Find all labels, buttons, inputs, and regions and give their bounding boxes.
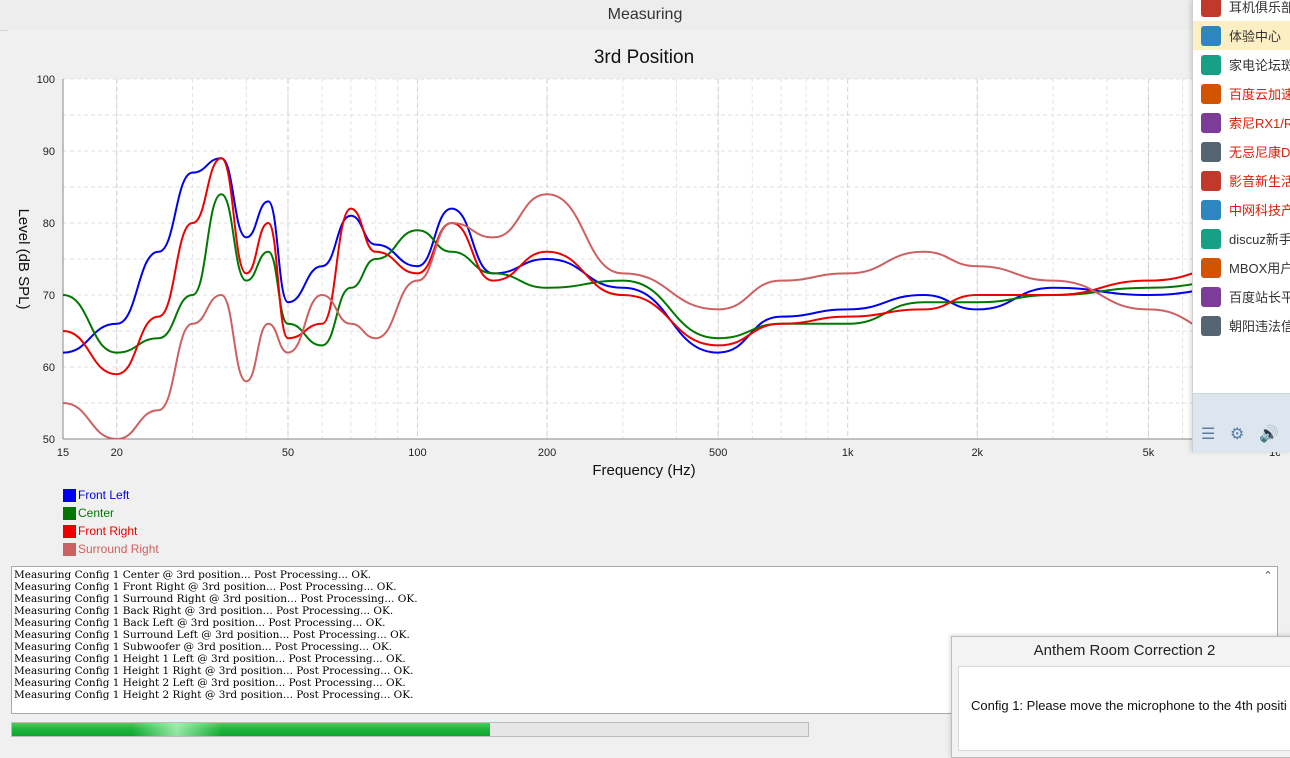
x-tick-label: 50: [282, 447, 294, 459]
dialog-title: Anthem Room Correction 2: [1033, 642, 1216, 659]
log-line: Measuring Config 1 Back Right @ 3rd posi…: [14, 605, 394, 617]
log-line: Measuring Config 1 Front Right @ 3rd pos…: [14, 581, 397, 593]
sidebar-group-item[interactable]: 影音新生活: [1193, 166, 1290, 195]
gear-icon[interactable]: ⚙: [1230, 426, 1245, 443]
y-tick-label: 50: [43, 434, 55, 446]
sidebar-group-label: 无忌尼康D4: [1229, 145, 1290, 160]
x-tick-label: 500: [709, 447, 727, 459]
x-tick-label: 200: [538, 447, 556, 459]
group-icon: [1201, 170, 1221, 191]
sidebar-group-item[interactable]: 朝阳违法信: [1193, 311, 1290, 340]
sidebar-group-label: 百度云加速: [1229, 87, 1290, 102]
sidebar-group-item[interactable]: 索尼RX1/RX: [1193, 108, 1290, 137]
chart-title: 3rd Position: [594, 47, 694, 68]
log-line: Measuring Config 1 Center @ 3rd position…: [14, 569, 372, 581]
sidebar-group-label: 体验中心: [1229, 29, 1282, 44]
group-icon: [1201, 0, 1221, 17]
legend-swatch: [63, 506, 76, 520]
sidebar-group-item[interactable]: 体验中心: [1193, 21, 1290, 50]
x-tick-label: 2k: [971, 447, 983, 459]
group-icon: [1201, 25, 1221, 46]
progress-fill: [12, 723, 490, 736]
x-tick-label: 15: [57, 447, 69, 459]
sidebar-toolbar: ☰ ⚙ 🔊: [1193, 393, 1290, 452]
legend-item: Front Left: [63, 486, 159, 504]
log-line: Measuring Config 1 Surround Left @ 3rd p…: [14, 629, 410, 641]
y-tick-label: 70: [43, 290, 55, 302]
y-tick-label: 100: [37, 74, 55, 86]
series-line-surround-right: [63, 193, 1278, 439]
log-text: Measuring Config 1 Center @ 3rd position…: [12, 567, 1277, 703]
sidebar-group-label: 索尼RX1/RX: [1229, 116, 1290, 131]
x-tick-label: 1k: [842, 447, 854, 459]
group-icon: [1201, 83, 1221, 104]
sidebar-group-item[interactable]: 耳机俱乐部: [1193, 0, 1290, 21]
sidebar-group-label: 家电论坛斑: [1229, 58, 1290, 73]
sidebar-group-label: 百度站长平: [1229, 290, 1290, 305]
legend-label: Surround Right: [78, 542, 159, 556]
sidebar-group-item[interactable]: 百度站长平: [1193, 282, 1290, 311]
group-icon: [1201, 315, 1221, 336]
group-icon: [1201, 228, 1221, 249]
log-line: Measuring Config 1 Height 2 Right @ 3rd …: [14, 689, 414, 701]
group-icon: [1201, 54, 1221, 75]
log-line: Measuring Config 1 Surround Right @ 3rd …: [14, 593, 418, 605]
sidebar-group-label: discuz新手专: [1229, 232, 1290, 247]
anthem-dialog: Anthem Room Correction 2 Config 1: Pleas…: [951, 636, 1290, 758]
scroll-up-arrow-icon[interactable]: ⌃: [1263, 570, 1273, 582]
sidebar-group-label: MBOX用户群: [1229, 261, 1290, 276]
legend-swatch: [63, 524, 76, 538]
window-title: Measuring: [0, 0, 1290, 31]
sidebar-group-label: 朝阳违法信: [1229, 319, 1290, 334]
log-line: Measuring Config 1 Height 2 Left @ 3rd p…: [14, 677, 406, 689]
log-line: Measuring Config 1 Height 1 Right @ 3rd …: [14, 665, 414, 677]
series-line-center: [63, 193, 1278, 354]
sidebar-group-item[interactable]: 中网科技产: [1193, 195, 1290, 224]
chart-legend: Front Left Center Front Right Surround Righ…: [63, 486, 159, 558]
plot-area: [63, 79, 1278, 439]
dialog-message: Config 1: Please move the microphone to …: [958, 666, 1290, 751]
speaker-icon[interactable]: 🔊: [1259, 426, 1279, 443]
y-tick-label: 80: [43, 218, 55, 230]
legend-item: Surround Right: [63, 540, 159, 558]
legend-swatch: [63, 488, 76, 502]
chart-panel: 15 20 50 100 200 500 1k 2k 5k 10k 50 60 70 80 90 100 3rd…: [8, 30, 1280, 563]
sidebar-group-label: 耳机俱乐部: [1229, 0, 1290, 15]
sidebar-group-item[interactable]: 百度云加速: [1193, 79, 1290, 108]
group-icon: [1201, 286, 1221, 307]
group-icon: [1201, 257, 1221, 278]
x-axis-label: Frequency (Hz): [592, 462, 695, 479]
y-tick-label: 60: [43, 362, 55, 374]
group-icon: [1201, 112, 1221, 133]
legend-item: Center: [63, 504, 159, 522]
group-icon: [1201, 199, 1221, 220]
legend-swatch: [63, 542, 76, 556]
sidebar-group-item[interactable]: 家电论坛斑: [1193, 50, 1290, 79]
log-line: Measuring Config 1 Subwoofer @ 3rd posit…: [14, 641, 393, 653]
y-tick-label: 90: [43, 146, 55, 158]
menu-icon[interactable]: ☰: [1201, 426, 1216, 443]
group-icon: [1201, 141, 1221, 162]
sidebar-group-label: 影音新生活: [1229, 174, 1290, 189]
legend-item: Front Right: [63, 522, 159, 540]
sidebar-group-item[interactable]: 无忌尼康D4: [1193, 137, 1290, 166]
progress-bar: [11, 722, 809, 737]
frequency-response-chart: 15 20 50 100 200 500 1k 2k 5k 10k 50 60 70 80 90 100 3rd…: [15, 47, 1280, 479]
x-tick-label: 5k: [1143, 447, 1155, 459]
x-tick-label: 20: [111, 447, 123, 459]
sidebar-group-item[interactable]: MBOX用户群: [1193, 253, 1290, 282]
legend-label: Front Left: [78, 488, 130, 502]
sidebar-group-item[interactable]: discuz新手专: [1193, 224, 1290, 253]
progress-glow: [132, 723, 222, 736]
x-tick-label: 10k: [1269, 447, 1280, 459]
log-line: Measuring Config 1 Back Left @ 3rd posit…: [14, 617, 386, 629]
legend-label: Center: [78, 506, 115, 520]
y-axis-label: Level (dB SPL): [15, 209, 32, 310]
legend-label: Front Right: [78, 524, 138, 538]
log-line: Measuring Config 1 Height 1 Left @ 3rd p…: [14, 653, 406, 665]
x-tick-label: 100: [408, 447, 426, 459]
sidebar-group-label: 中网科技产: [1229, 203, 1290, 218]
